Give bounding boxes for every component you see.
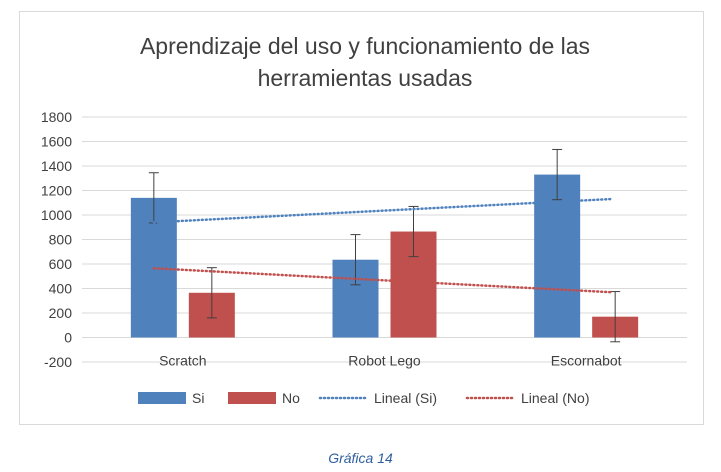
y-tick-label-5: 800: [49, 232, 73, 248]
legend-label-1: No: [282, 390, 300, 406]
y-tick-label-2: 1400: [41, 158, 72, 174]
chart-frame: Aprendizaje del uso y funcionamiento de …: [19, 11, 704, 425]
y-tick-label-1: 1600: [41, 134, 72, 150]
chart-title-line-2: herramientas usadas: [258, 65, 473, 91]
x-tick-label-1: Robot Lego: [348, 353, 421, 369]
y-tick-label-7: 400: [49, 281, 73, 297]
legend-label-3: Lineal (No): [521, 390, 589, 406]
y-tick-label-10: -200: [44, 354, 72, 370]
chart-title-line-1: Aprendizaje del uso y funcionamiento de …: [140, 33, 590, 59]
figure-caption: Gráfica 14: [328, 450, 393, 466]
y-tick-label-9: 0: [64, 330, 72, 346]
plot-area: 1800 1600 1400 1200 1000 800 600 400 200 0 -200 Scr…: [41, 109, 687, 370]
legend-swatch-0: [138, 392, 186, 404]
y-tick-label-6: 600: [49, 256, 73, 272]
legend: Si No Lineal (Si) Lineal (No): [138, 390, 589, 406]
legend-label-2: Lineal (Si): [374, 390, 437, 406]
x-tick-label-0: Scratch: [159, 353, 206, 369]
legend-swatch-1: [228, 392, 276, 404]
trendline-1: [152, 267, 612, 294]
chart-svg: Aprendizaje del uso y funcionamiento de …: [41, 33, 687, 406]
y-tick-label-8: 200: [49, 305, 73, 321]
legend-label-0: Si: [192, 390, 204, 406]
y-tick-label-3: 1200: [41, 183, 72, 199]
y-tick-label-0: 1800: [41, 109, 72, 125]
x-tick-label-2: Escornabot: [551, 353, 622, 369]
trendline-0: [152, 197, 612, 224]
y-tick-label-4: 1000: [41, 207, 72, 223]
